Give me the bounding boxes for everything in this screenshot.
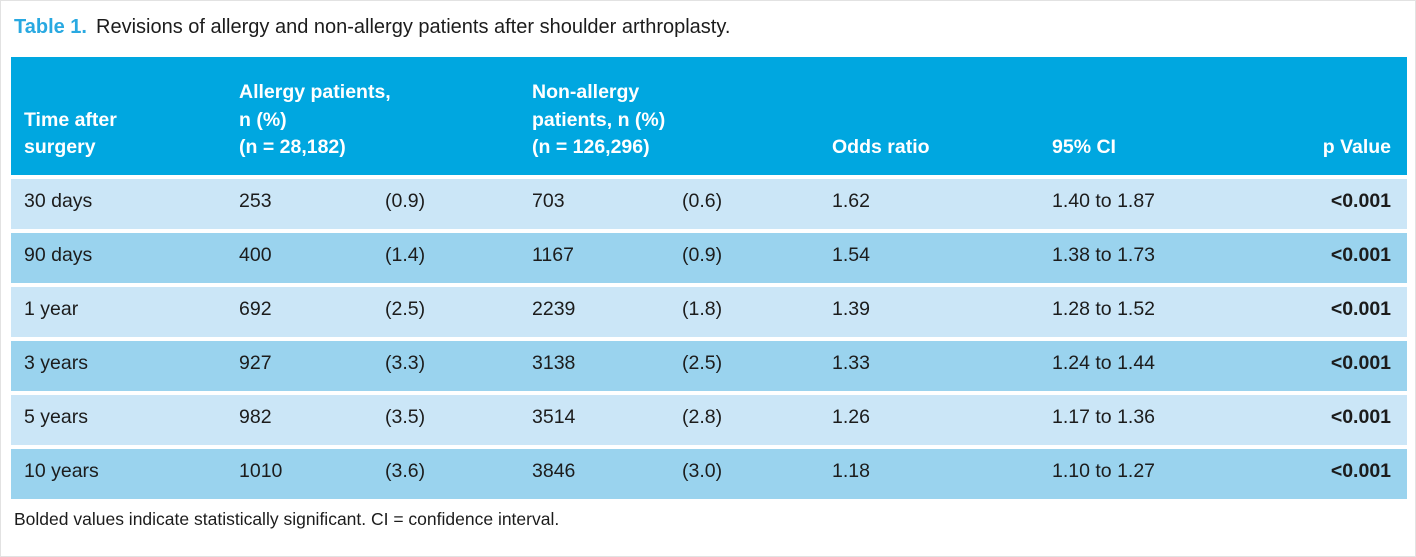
header-95-ci: 95% CI — [1052, 57, 1278, 175]
cell-nonallergy-n: 3846 — [532, 449, 682, 499]
cell-ci: 1.17 to 1.36 — [1052, 395, 1278, 445]
cell-p-value: <0.001 — [1277, 179, 1408, 229]
table-caption-text: Revisions of allergy and non-allergy pat… — [96, 16, 731, 38]
cell-time: 90 days — [11, 233, 239, 283]
table-footnote: Bolded values indicate statistically sig… — [14, 509, 560, 529]
cell-nonallergy-pct: (0.6) — [682, 179, 833, 229]
header-row: Time after surgery Allergy patients, n (… — [11, 57, 1408, 175]
cell-allergy-n: 927 — [239, 341, 385, 391]
table-row: 10 years 1010 (3.6) 3846 (3.0) 1.18 1.10… — [11, 449, 1408, 499]
table-caption-label: Table 1. — [14, 16, 87, 38]
table-row: 90 days 400 (1.4) 1167 (0.9) 1.54 1.38 t… — [11, 233, 1408, 283]
cell-nonallergy-n: 3138 — [532, 341, 682, 391]
cell-p-value: <0.001 — [1277, 449, 1408, 499]
cell-nonallergy-pct: (2.5) — [682, 341, 833, 391]
table-row: 1 year 692 (2.5) 2239 (1.8) 1.39 1.28 to… — [11, 287, 1408, 337]
cell-nonallergy-pct: (3.0) — [682, 449, 833, 499]
cell-ci: 1.40 to 1.87 — [1052, 179, 1278, 229]
cell-nonallergy-n: 703 — [532, 179, 682, 229]
cell-odds-ratio: 1.39 — [832, 287, 1053, 337]
header-p-value: p Value — [1277, 57, 1408, 175]
cell-p-value: <0.001 — [1277, 341, 1408, 391]
cell-allergy-pct: (3.3) — [385, 341, 532, 391]
cell-time: 1 year — [11, 287, 239, 337]
cell-odds-ratio: 1.54 — [832, 233, 1053, 283]
cell-ci: 1.38 to 1.73 — [1052, 233, 1278, 283]
cell-p-value: <0.001 — [1277, 287, 1408, 337]
cell-time: 30 days — [11, 179, 239, 229]
revisions-table: Time after surgery Allergy patients, n (… — [11, 53, 1408, 503]
cell-allergy-n: 253 — [239, 179, 385, 229]
cell-p-value: <0.001 — [1277, 395, 1408, 445]
cell-allergy-n: 400 — [239, 233, 385, 283]
cell-nonallergy-pct: (2.8) — [682, 395, 833, 445]
cell-nonallergy-n: 1167 — [532, 233, 682, 283]
table-row: 30 days 253 (0.9) 703 (0.6) 1.62 1.40 to… — [11, 179, 1408, 229]
cell-allergy-pct: (3.6) — [385, 449, 532, 499]
table-caption: Table 1. Revisions of allergy and non-all… — [1, 1, 1415, 53]
cell-allergy-n: 1010 — [239, 449, 385, 499]
cell-allergy-pct: (1.4) — [385, 233, 532, 283]
header-odds-ratio: Odds ratio — [832, 57, 1053, 175]
header-non-allergy-patients: Non-allergy patients, n (%) (n = 126,296… — [532, 57, 833, 175]
cell-odds-ratio: 1.18 — [832, 449, 1053, 499]
cell-ci: 1.24 to 1.44 — [1052, 341, 1278, 391]
cell-ci: 1.10 to 1.27 — [1052, 449, 1278, 499]
cell-odds-ratio: 1.26 — [832, 395, 1053, 445]
cell-odds-ratio: 1.33 — [832, 341, 1053, 391]
cell-odds-ratio: 1.62 — [832, 179, 1053, 229]
header-time-after-surgery: Time after surgery — [11, 57, 239, 175]
cell-nonallergy-n: 2239 — [532, 287, 682, 337]
cell-p-value: <0.001 — [1277, 233, 1408, 283]
table-figure: Table 1. Revisions of allergy and non-all… — [1, 1, 1415, 531]
cell-ci: 1.28 to 1.52 — [1052, 287, 1278, 337]
cell-nonallergy-pct: (1.8) — [682, 287, 833, 337]
cell-allergy-n: 982 — [239, 395, 385, 445]
cell-allergy-pct: (3.5) — [385, 395, 532, 445]
cell-allergy-pct: (0.9) — [385, 179, 532, 229]
cell-allergy-pct: (2.5) — [385, 287, 532, 337]
cell-nonallergy-n: 3514 — [532, 395, 682, 445]
cell-allergy-n: 692 — [239, 287, 385, 337]
table-row: 3 years 927 (3.3) 3138 (2.5) 1.33 1.24 t… — [11, 341, 1408, 391]
cell-time: 10 years — [11, 449, 239, 499]
header-allergy-patients: Allergy patients, n (%) (n = 28,182) — [239, 57, 532, 175]
cell-nonallergy-pct: (0.9) — [682, 233, 833, 283]
cell-time: 5 years — [11, 395, 239, 445]
cell-time: 3 years — [11, 341, 239, 391]
table-row: 5 years 982 (3.5) 3514 (2.8) 1.26 1.17 t… — [11, 395, 1408, 445]
